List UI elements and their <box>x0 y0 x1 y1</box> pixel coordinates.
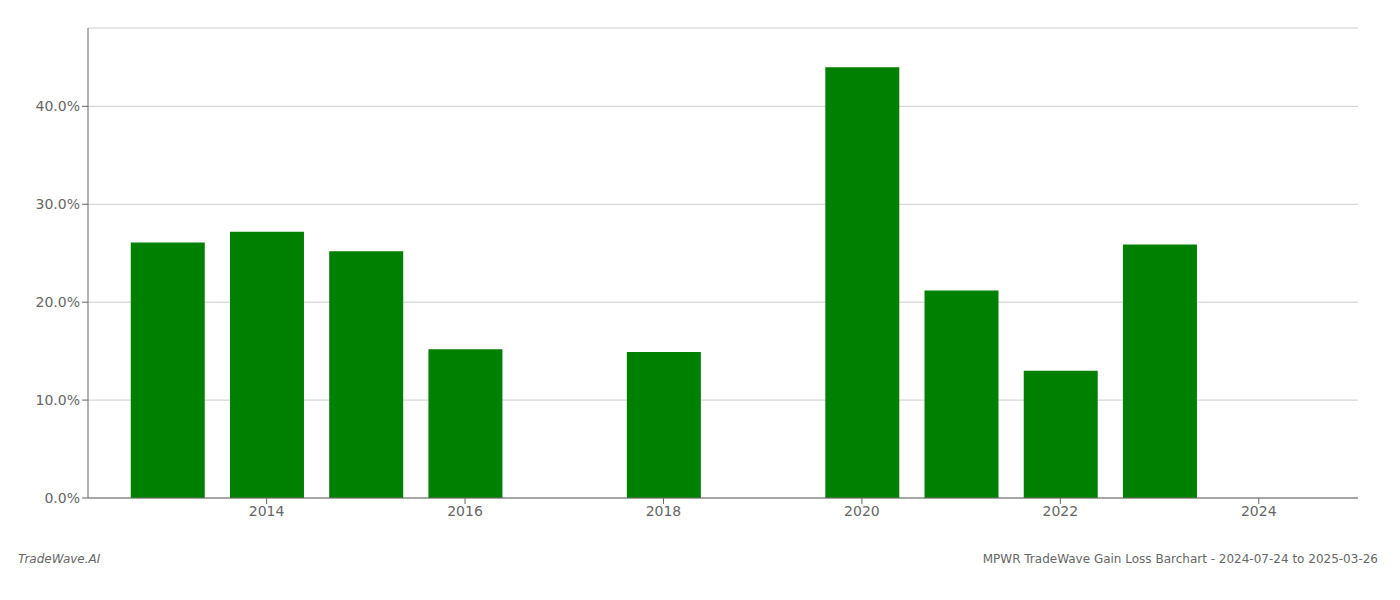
svg-text:30.0%: 30.0% <box>36 196 80 212</box>
svg-text:0.0%: 0.0% <box>44 490 80 506</box>
svg-text:2022: 2022 <box>1043 503 1079 519</box>
svg-text:20.0%: 20.0% <box>36 294 80 310</box>
html-text:MPWR TradeWave Gain Loss Barch: MPWR TradeWave Gain Loss Barchart - 2024… <box>982 552 1378 566</box>
svg-text:2024: 2024 <box>1241 503 1277 519</box>
svg-text:2020: 2020 <box>844 503 880 519</box>
html-text:TradeWave.AI: TradeWave.AI <box>18 552 101 566</box>
svg-text:2016: 2016 <box>447 503 483 519</box>
svg-text:10.0%: 10.0% <box>36 392 80 408</box>
svg-text:40.0%: 40.0% <box>36 98 80 114</box>
svg-text:2014: 2014 <box>249 503 285 519</box>
svg-text:2018: 2018 <box>646 503 682 519</box>
